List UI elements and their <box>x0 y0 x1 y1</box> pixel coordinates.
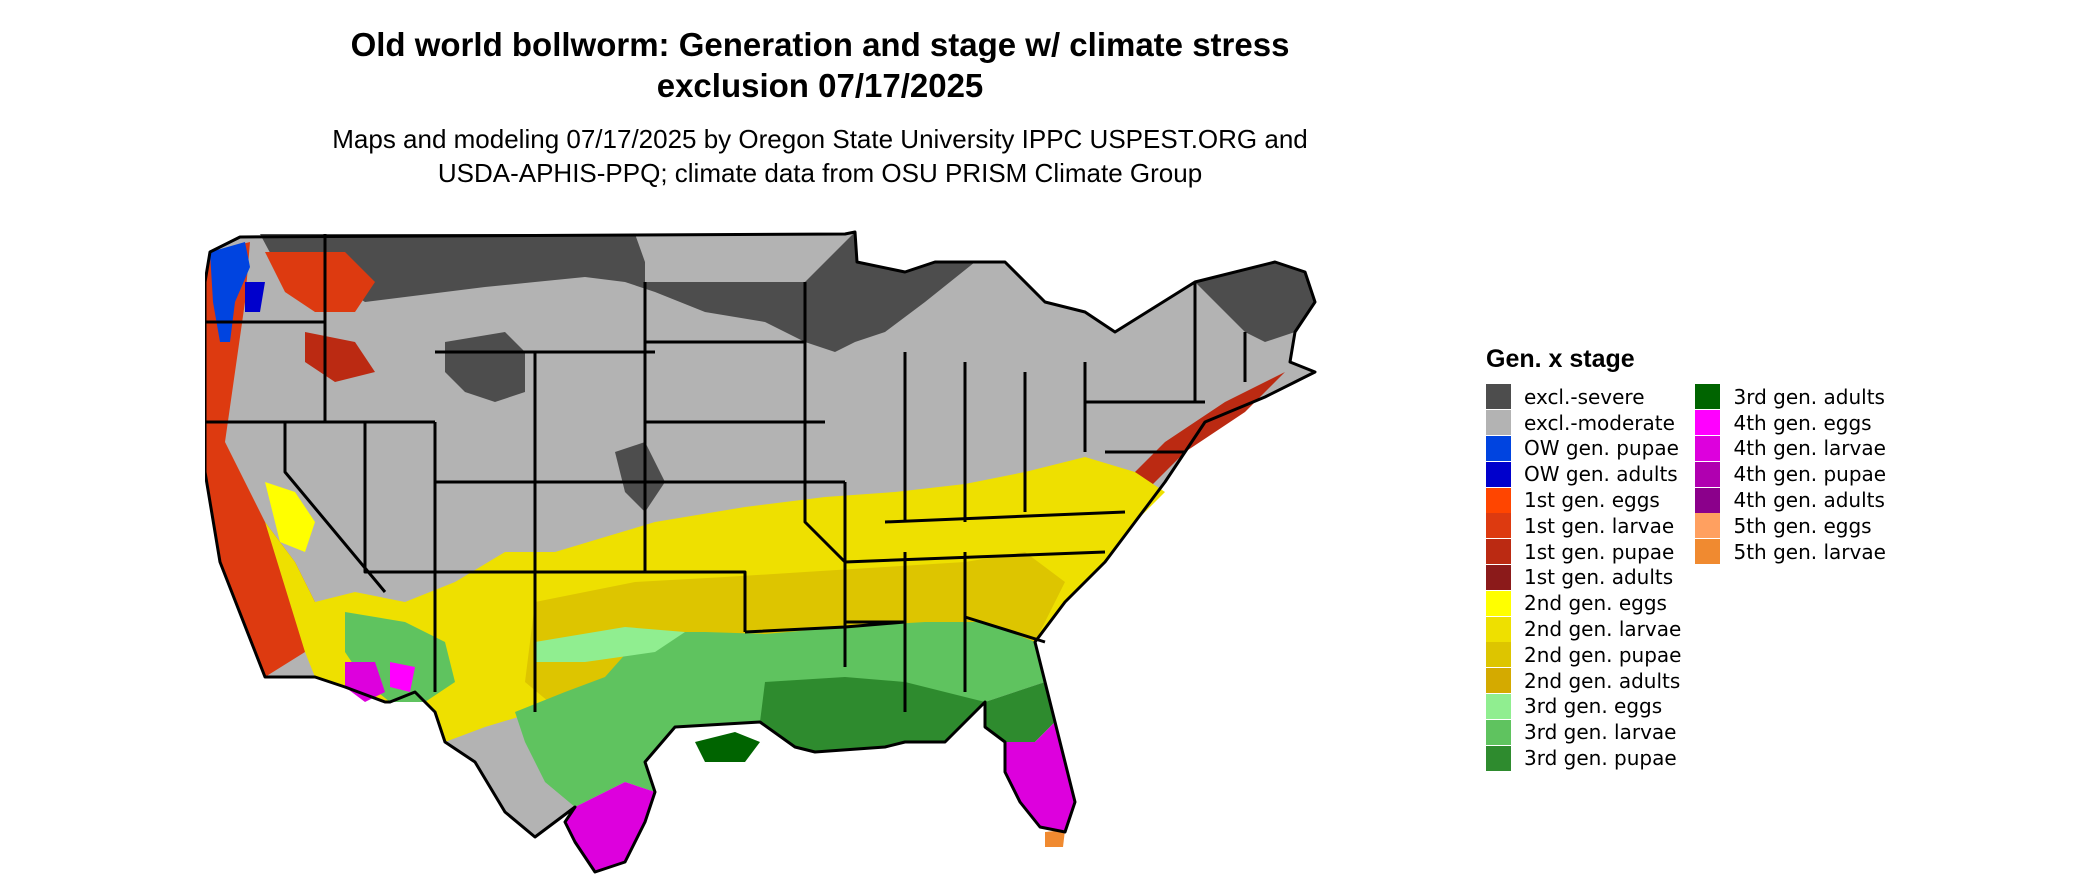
legend-swatch <box>1486 668 1511 694</box>
legend-item: excl.-severe <box>1486 384 1681 410</box>
zone-1st-gen <box>305 332 375 382</box>
legend-label: 2nd gen. adults <box>1524 668 1681 693</box>
legend-title: Gen. x stage <box>1486 345 1635 373</box>
zone-2nd-gen <box>265 482 315 552</box>
zone-excl-severe <box>445 332 525 402</box>
legend-item: 5th gen. larvae <box>1695 539 1886 565</box>
zone-5th-gen <box>1045 830 1065 847</box>
legend-swatch <box>1486 487 1511 513</box>
legend-item: OW gen. pupae <box>1486 435 1681 462</box>
legend-item: 3rd gen. pupae <box>1486 745 1681 771</box>
legend-label: OW gen. pupae <box>1524 436 1679 461</box>
legend-swatch <box>1695 487 1721 513</box>
legend-columns: excl.-severe excl.-moderate OW gen. pupae O… <box>1486 384 1900 771</box>
legend-item: 2nd gen. pupae <box>1486 642 1681 668</box>
legend-item: 4th gen. adults <box>1695 487 1886 513</box>
legend-item: 4th gen. eggs <box>1695 410 1886 436</box>
legend-label: 2nd gen. eggs <box>1524 591 1667 616</box>
legend-swatch <box>1695 410 1721 436</box>
legend-swatch <box>1486 461 1511 487</box>
legend-swatch <box>1486 435 1511 461</box>
legend-swatch <box>1486 384 1511 410</box>
legend-swatch <box>1695 513 1721 539</box>
legend-label: 1st gen. adults <box>1524 565 1674 590</box>
zone-3rd-gen <box>760 677 985 752</box>
legend-column: 3rd gen. adults 4th gen. eggs 4th gen. lar… <box>1695 384 1886 771</box>
zone-3rd-gen <box>535 627 685 662</box>
legend-label: 4th gen. adults <box>1733 488 1885 513</box>
zone-1st-gen <box>265 252 375 312</box>
legend-swatch <box>1486 642 1511 668</box>
legend-swatch <box>1486 513 1511 539</box>
legend-item: 2nd gen. adults <box>1486 668 1681 694</box>
legend-label: 3rd gen. adults <box>1733 384 1885 409</box>
legend-label: 4th gen. pupae <box>1733 462 1887 487</box>
legend-item: 5th gen. eggs <box>1695 513 1886 539</box>
legend-swatch <box>1486 719 1511 745</box>
zone-3rd-gen <box>695 732 760 762</box>
legend-item: 4th gen. pupae <box>1695 461 1886 487</box>
legend-swatch <box>1695 461 1721 487</box>
legend-label: 5th gen. eggs <box>1733 513 1872 538</box>
zone-excl-severe <box>615 442 665 512</box>
legend: Gen. x stage excl.-severe excl.-moderate O… <box>1486 344 1900 771</box>
legend-item: 3rd gen. larvae <box>1486 719 1681 745</box>
legend-item: 1st gen. pupae <box>1486 539 1681 565</box>
zone-4th-gen <box>565 782 655 872</box>
legend-swatch <box>1486 590 1511 616</box>
map-title: Old world bollworm: Generation and stage… <box>350 26 1290 104</box>
legend-label: 3rd gen. pupae <box>1524 746 1677 771</box>
legend-item: OW gen. adults <box>1486 461 1681 487</box>
legend-label: 1st gen. eggs <box>1524 488 1660 513</box>
legend-label: 1st gen. pupae <box>1524 539 1675 564</box>
legend-swatch <box>1695 384 1721 410</box>
legend-item: 1st gen. larvae <box>1486 513 1681 539</box>
legend-swatch <box>1486 693 1511 719</box>
legend-item: 1st gen. adults <box>1486 564 1681 591</box>
us-generation-stage-map <box>205 230 1317 874</box>
zone-4th-gen <box>390 662 415 692</box>
legend-swatch <box>1486 745 1511 771</box>
legend-label: 1st gen. larvae <box>1524 513 1675 538</box>
legend-item: excl.-moderate <box>1486 410 1681 436</box>
legend-swatch <box>1695 435 1721 461</box>
legend-label: 3rd gen. larvae <box>1524 720 1677 745</box>
state-boundaries <box>205 230 1317 874</box>
zone-ow-gen <box>210 242 250 342</box>
legend-item: 2nd gen. eggs <box>1486 590 1681 616</box>
legend-label: excl.-moderate <box>1524 410 1675 435</box>
legend-swatch <box>1486 539 1511 565</box>
legend-label: 4th gen. larvae <box>1733 436 1886 461</box>
legend-item: 4th gen. larvae <box>1695 435 1886 462</box>
legend-item: 2nd gen. larvae <box>1486 616 1681 642</box>
legend-label: 2nd gen. larvae <box>1524 617 1682 642</box>
legend-item: 1st gen. eggs <box>1486 487 1681 513</box>
legend-column: excl.-severe excl.-moderate OW gen. pupae O… <box>1486 384 1681 771</box>
zone-excl-severe <box>260 232 975 352</box>
legend-label: 4th gen. eggs <box>1733 410 1872 435</box>
legend-label: excl.-severe <box>1524 384 1645 409</box>
legend-label: 3rd gen. eggs <box>1524 694 1663 719</box>
zone-3rd-gen <box>985 682 1055 742</box>
legend-label: 2nd gen. pupae <box>1524 642 1682 667</box>
legend-swatch <box>1486 564 1511 590</box>
map-subtitle: Maps and modeling 07/17/2025 by Oregon S… <box>332 124 1308 188</box>
legend-item: 3rd gen. eggs <box>1486 693 1681 720</box>
legend-item: 3rd gen. adults <box>1695 384 1886 410</box>
legend-label: 5th gen. larvae <box>1733 539 1886 564</box>
zone-excl-severe <box>1195 262 1315 342</box>
legend-swatch <box>1486 410 1511 436</box>
legend-swatch <box>1695 539 1721 565</box>
zone-ow-gen <box>245 282 265 312</box>
legend-label: OW gen. adults <box>1524 462 1678 487</box>
legend-swatch <box>1486 616 1511 642</box>
